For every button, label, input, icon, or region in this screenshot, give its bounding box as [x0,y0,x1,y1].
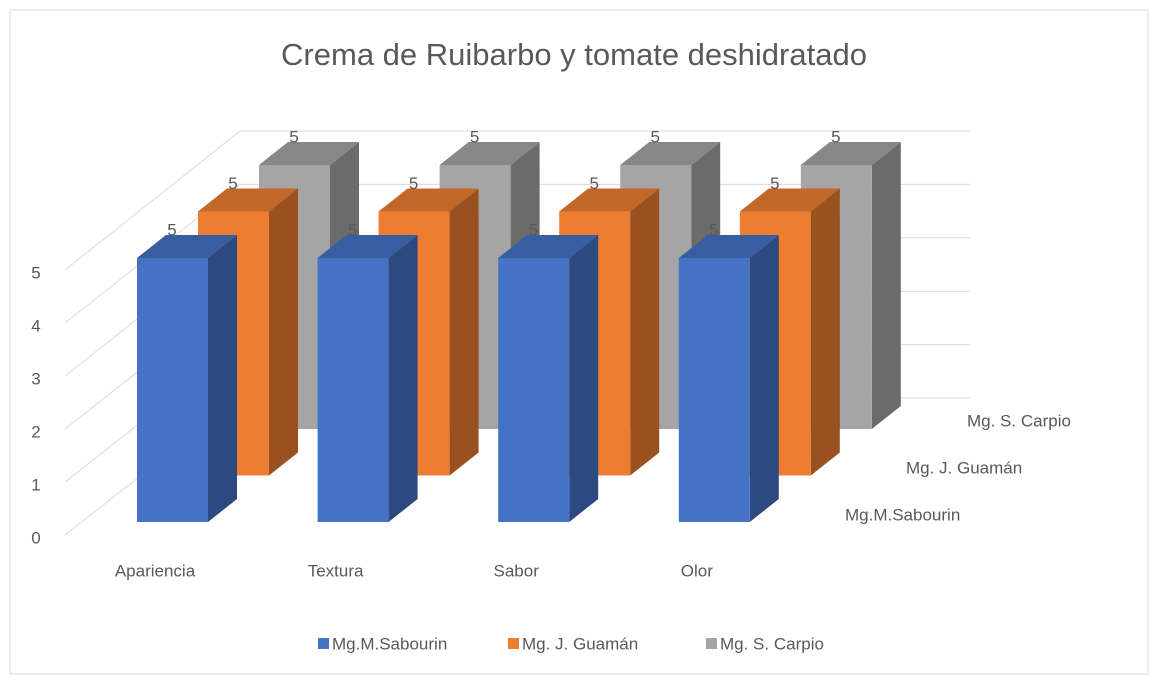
bar-side [449,188,479,476]
depth-axis-label: Mg. S. Carpio [967,411,1071,430]
data-label: 5 [831,127,840,146]
bar-front [137,258,208,522]
bar-front [678,258,750,522]
bar-top [620,142,721,165]
bar-side [749,235,779,522]
data-label: 5 [650,127,659,146]
bar-side [630,188,660,476]
x-tick-label: Olor [681,561,713,580]
bar-top [137,235,237,258]
bar-top [800,142,901,165]
bar [498,235,599,522]
bar-side [871,142,901,429]
bar-top [439,142,540,165]
bar-top [259,142,359,165]
chart-title: Crema de Ruibarbo y tomate deshidratado [281,37,867,72]
bar-top [559,188,660,212]
x-tick-label: Apariencia [115,561,196,580]
bar-top [317,235,418,258]
legend-label: Mg. J. Guamán [522,634,638,653]
bar-side [388,235,418,522]
bar [317,235,418,522]
bar-side [208,235,237,522]
grid-line [64,130,970,271]
bar-top [198,188,298,212]
legend-swatch [318,638,329,649]
data-label: 5 [348,220,357,239]
bar-side [810,188,840,476]
bar-top [498,235,599,258]
bar [137,235,237,522]
bar-top [378,188,479,212]
y-tick-label: 5 [31,263,40,282]
bar-top [678,235,779,258]
data-label: 5 [528,220,537,239]
bar-side [269,188,298,476]
data-label: 5 [289,127,298,146]
y-tick-label: 1 [31,475,40,494]
legend-label: Mg.M.Sabourin [332,634,447,653]
data-label: 5 [228,174,237,193]
legend-label: Mg. S. Carpio [720,634,824,653]
bar-side [569,235,599,522]
y-tick-label: 2 [31,422,40,441]
grid-line [64,183,970,324]
depth-axis-label: Mg.M.Sabourin [845,505,960,524]
bar-front [317,258,389,522]
data-label: 5 [409,174,418,193]
data-label: 5 [589,174,598,193]
bar-top [739,188,840,212]
legend-swatch [508,638,519,649]
legend-swatch [706,638,717,649]
data-label: 5 [167,220,176,239]
data-label: 5 [770,174,779,193]
y-tick-label: 0 [31,528,40,547]
bar-front [498,258,570,522]
data-label: 5 [709,220,718,239]
x-tick-label: Sabor [494,561,540,580]
data-label: 5 [470,127,479,146]
x-tick-label: Textura [308,561,364,580]
y-tick-label: 4 [31,316,40,335]
depth-axis-label: Mg. J. Guamán [906,458,1022,477]
y-tick-label: 3 [31,369,40,388]
bar [678,235,779,522]
